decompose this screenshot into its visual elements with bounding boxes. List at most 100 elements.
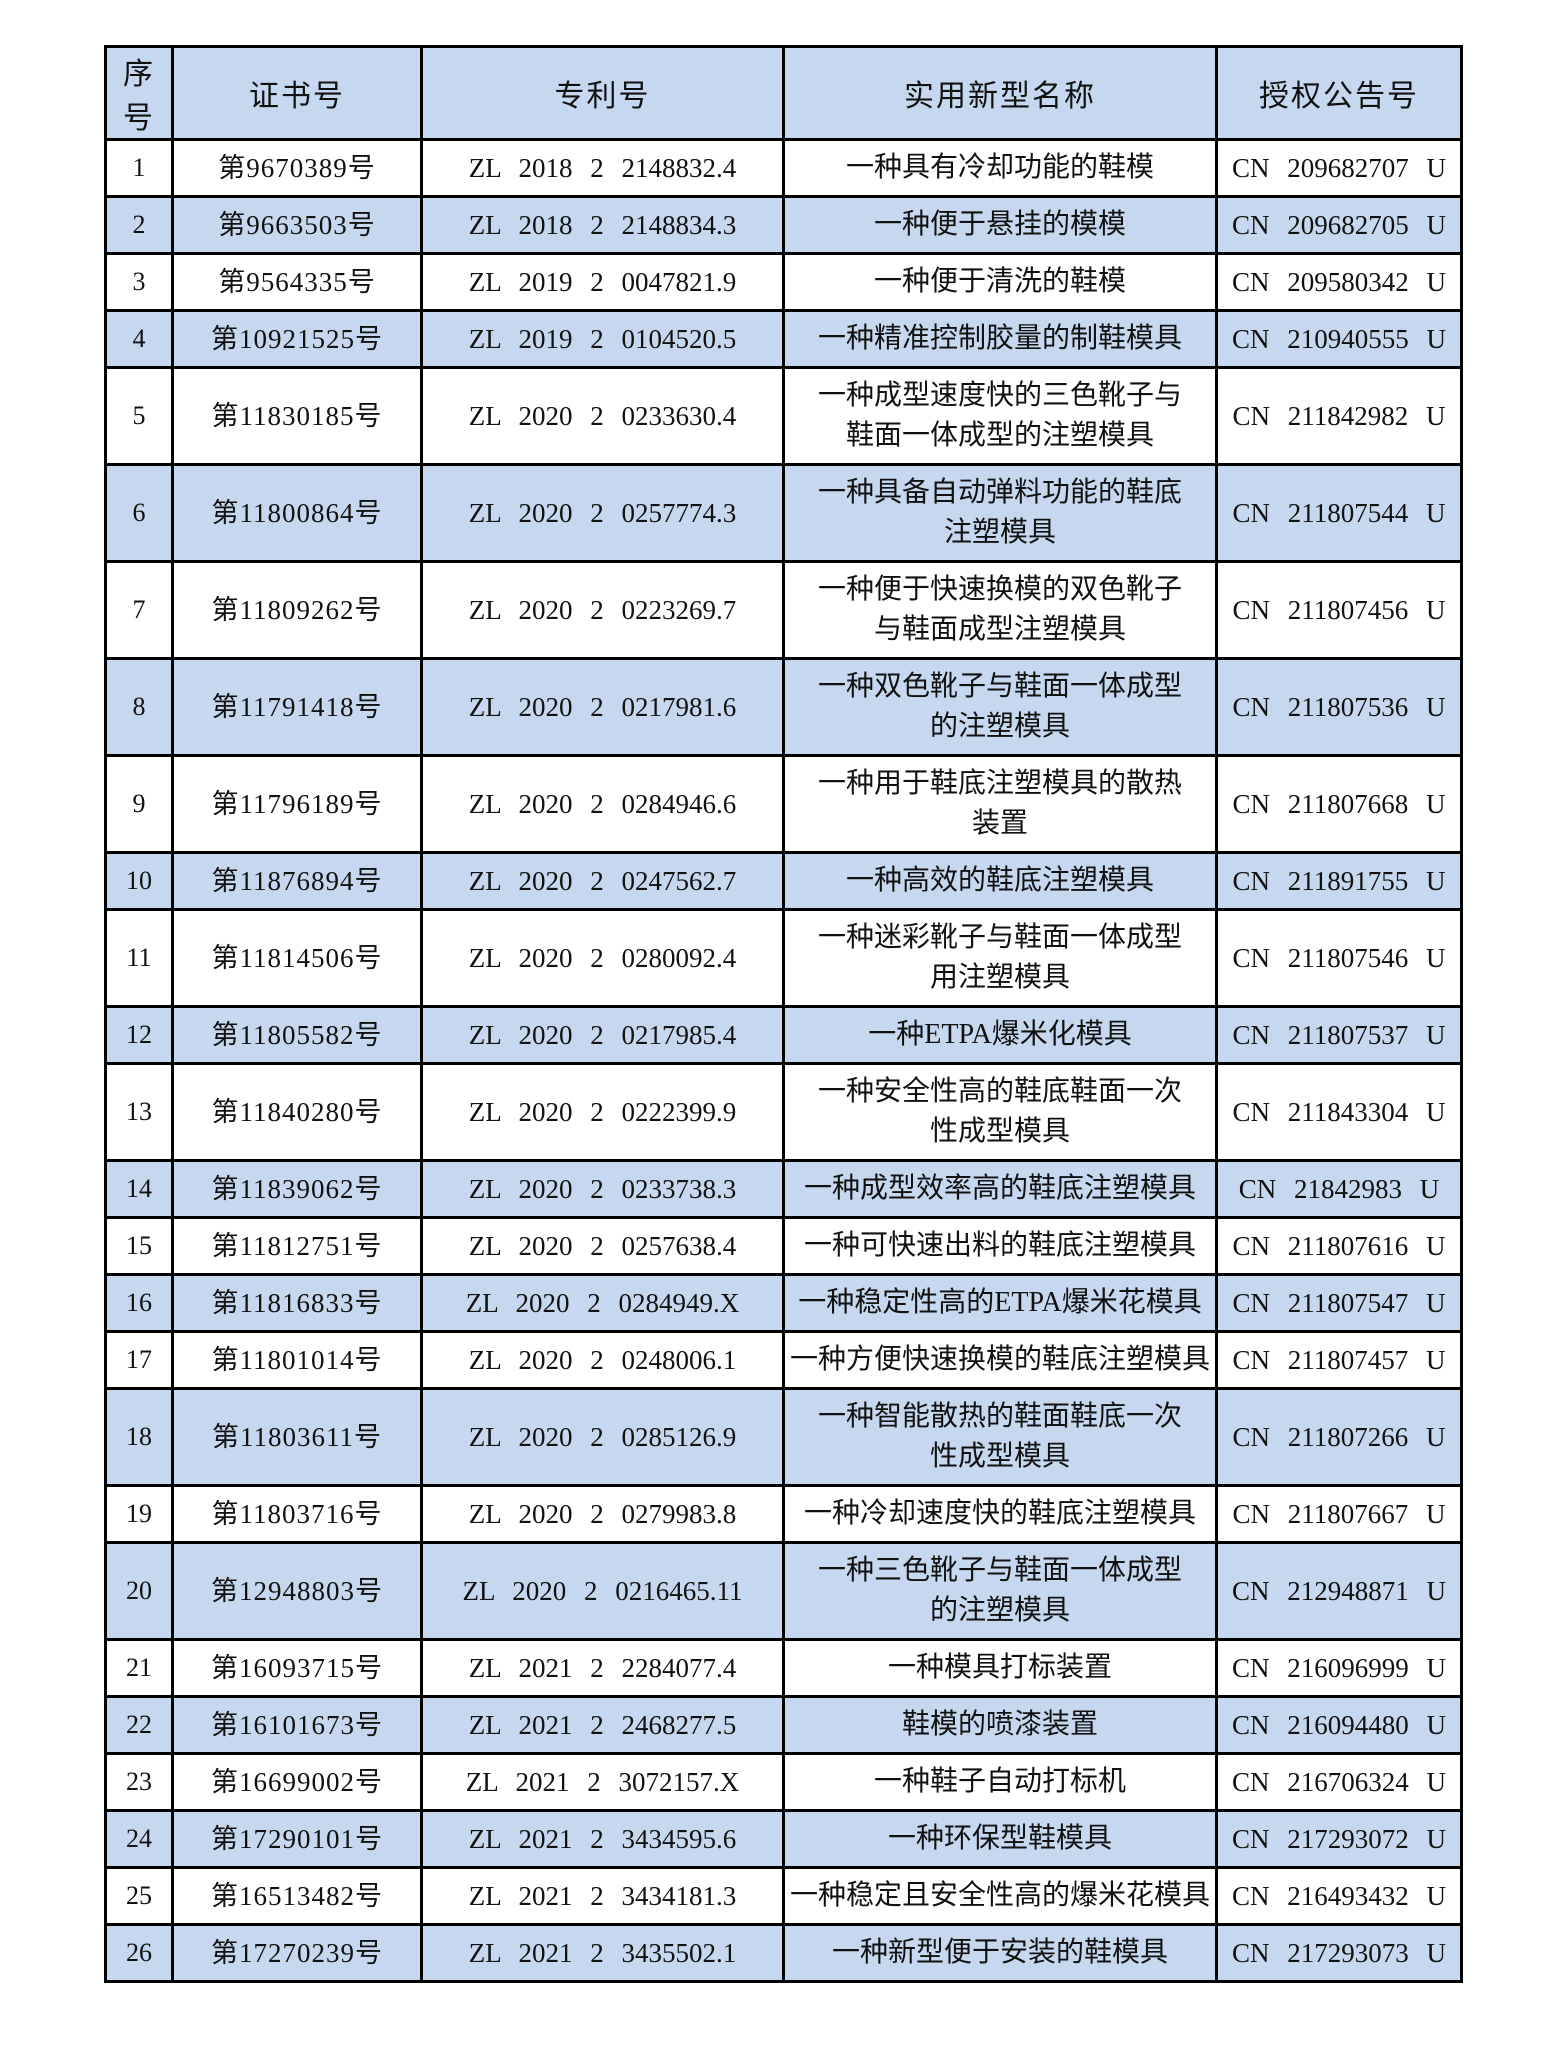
cell-name: 一种安全性高的鞋底鞋面一次 性成型模具 xyxy=(782,1062,1218,1162)
cell-cert: 第11840280号 xyxy=(171,1062,423,1162)
header-cell-no: 序号 xyxy=(104,45,174,141)
cell-no: 14 xyxy=(104,1159,174,1219)
cell-patent: ZL 2020 2 0217981.6 xyxy=(420,657,785,757)
cell-cn: CN 211807456 U xyxy=(1215,560,1463,660)
cell-name: 一种具有冷却功能的鞋模 xyxy=(782,138,1218,198)
cell-cn: CN 217293072 U xyxy=(1215,1809,1463,1869)
cell-patent: ZL 2021 2 3434181.3 xyxy=(420,1866,785,1926)
cell-cn: CN 211891755 U xyxy=(1215,851,1463,911)
cell-no: 3 xyxy=(104,252,174,312)
cell-cn: CN 211807544 U xyxy=(1215,463,1463,563)
header-row: 序号 证书号 专利号 实用新型名称 授权公告号 xyxy=(104,45,1463,141)
cell-cert: 第10921525号 xyxy=(171,309,423,369)
table-row: 10 第11876894号 ZL 2020 2 0247562.7 一种高效的鞋底注塑… xyxy=(104,851,1463,911)
table-row: 9 第11796189号 ZL 2020 2 0284946.6 一种用于鞋底注塑模具… xyxy=(104,754,1463,854)
cell-patent: ZL 2021 2 3435502.1 xyxy=(420,1923,785,1983)
cell-cert: 第17270239号 xyxy=(171,1923,423,1983)
table-row: 19 第11803716号 ZL 2020 2 0279983.8 一种冷却速度快的鞋… xyxy=(104,1484,1463,1544)
cell-cn: CN 211807537 U xyxy=(1215,1005,1463,1065)
table-row: 23 第16699002号 ZL 2021 2 3072157.X 一种鞋子自动打标机… xyxy=(104,1752,1463,1812)
cell-name: 一种用于鞋底注塑模具的散热 装置 xyxy=(782,754,1218,854)
table-row: 18 第11803611号 ZL 2020 2 0285126.9 一种智能散热的鞋面… xyxy=(104,1387,1463,1487)
cell-patent: ZL 2020 2 0222399.9 xyxy=(420,1062,785,1162)
cell-patent: ZL 2019 2 0047821.9 xyxy=(420,252,785,312)
cell-cert: 第9663503号 xyxy=(171,195,423,255)
cell-cert: 第16513482号 xyxy=(171,1866,423,1926)
cell-no: 18 xyxy=(104,1387,174,1487)
cell-name: 一种成型速度快的三色靴子与 鞋面一体成型的注塑模具 xyxy=(782,366,1218,466)
cell-cert: 第11796189号 xyxy=(171,754,423,854)
cell-no: 23 xyxy=(104,1752,174,1812)
table-row: 2 第9663503号 ZL 2018 2 2148834.3 一种便于悬挂的模模 CN… xyxy=(104,195,1463,255)
cell-patent: ZL 2021 2 2468277.5 xyxy=(420,1695,785,1755)
header-cell-cn: 授权公告号 xyxy=(1215,45,1463,141)
cell-cert: 第11812751号 xyxy=(171,1216,423,1276)
table-header: 序号 证书号 专利号 实用新型名称 授权公告号 xyxy=(104,45,1463,141)
cell-cert: 第11814506号 xyxy=(171,908,423,1008)
cell-no: 9 xyxy=(104,754,174,854)
cell-no: 13 xyxy=(104,1062,174,1162)
cell-patent: ZL 2018 2 2148834.3 xyxy=(420,195,785,255)
cell-cn: CN 211807667 U xyxy=(1215,1484,1463,1544)
cell-name: 一种冷却速度快的鞋底注塑模具 xyxy=(782,1484,1218,1544)
cell-name: 一种模具打标装置 xyxy=(782,1638,1218,1698)
cell-cn: CN 211843304 U xyxy=(1215,1062,1463,1162)
cell-name: 一种鞋子自动打标机 xyxy=(782,1752,1218,1812)
cell-name: 一种方便快速换模的鞋底注塑模具 xyxy=(782,1330,1218,1390)
cell-no: 24 xyxy=(104,1809,174,1869)
cell-patent: ZL 2020 2 0223269.7 xyxy=(420,560,785,660)
cell-cert: 第16093715号 xyxy=(171,1638,423,1698)
cell-cert: 第11803611号 xyxy=(171,1387,423,1487)
cell-cert: 第9564335号 xyxy=(171,252,423,312)
cell-patent: ZL 2020 2 0280092.4 xyxy=(420,908,785,1008)
table-row: 25 第16513482号 ZL 2021 2 3434181.3 一种稳定且安全性高… xyxy=(104,1866,1463,1926)
table-row: 20 第12948803号 ZL 2020 2 0216465.11 一种三色靴子与鞋… xyxy=(104,1541,1463,1641)
cell-patent: ZL 2020 2 0248006.1 xyxy=(420,1330,785,1390)
cell-patent: ZL 2021 2 2284077.4 xyxy=(420,1638,785,1698)
cell-cn: CN 217293073 U xyxy=(1215,1923,1463,1983)
header-cell-cert: 证书号 xyxy=(171,45,423,141)
cell-name: 一种三色靴子与鞋面一体成型 的注塑模具 xyxy=(782,1541,1218,1641)
header-cell-patent: 专利号 xyxy=(420,45,785,141)
cell-patent: ZL 2020 2 0217985.4 xyxy=(420,1005,785,1065)
cell-cn: CN 212948871 U xyxy=(1215,1541,1463,1641)
cell-name: 一种新型便于安装的鞋模具 xyxy=(782,1923,1218,1983)
cell-cn: CN 216706324 U xyxy=(1215,1752,1463,1812)
cell-cn: CN 216096999 U xyxy=(1215,1638,1463,1698)
cell-patent: ZL 2018 2 2148832.4 xyxy=(420,138,785,198)
cell-cn: CN 211807616 U xyxy=(1215,1216,1463,1276)
cell-cert: 第11800864号 xyxy=(171,463,423,563)
cell-name: 一种便于快速换模的双色靴子 与鞋面成型注塑模具 xyxy=(782,560,1218,660)
table-row: 17 第11801014号 ZL 2020 2 0248006.1 一种方便快速换模的… xyxy=(104,1330,1463,1390)
cell-name: 一种双色靴子与鞋面一体成型 的注塑模具 xyxy=(782,657,1218,757)
cell-patent: ZL 2020 2 0284946.6 xyxy=(420,754,785,854)
table-row: 11 第11814506号 ZL 2020 2 0280092.4 一种迷彩靴子与鞋面… xyxy=(104,908,1463,1008)
cell-no: 6 xyxy=(104,463,174,563)
cell-cert: 第16101673号 xyxy=(171,1695,423,1755)
cell-name: 鞋模的喷漆装置 xyxy=(782,1695,1218,1755)
cell-name: 一种成型效率高的鞋底注塑模具 xyxy=(782,1159,1218,1219)
cell-cert: 第11805582号 xyxy=(171,1005,423,1065)
cell-name: 一种可快速出料的鞋底注塑模具 xyxy=(782,1216,1218,1276)
cell-patent: ZL 2020 2 0233630.4 xyxy=(420,366,785,466)
cell-cn: CN 216094480 U xyxy=(1215,1695,1463,1755)
cell-cn: CN 210940555 U xyxy=(1215,309,1463,369)
cell-patent: ZL 2020 2 0247562.7 xyxy=(420,851,785,911)
cell-cert: 第11830185号 xyxy=(171,366,423,466)
cell-name: 一种精准控制胶量的制鞋模具 xyxy=(782,309,1218,369)
cell-no: 26 xyxy=(104,1923,174,1983)
cell-patent: ZL 2020 2 0233738.3 xyxy=(420,1159,785,1219)
cell-no: 17 xyxy=(104,1330,174,1390)
table-row: 26 第17270239号 ZL 2021 2 3435502.1 一种新型便于安装的… xyxy=(104,1923,1463,1983)
table-row: 22 第16101673号 ZL 2021 2 2468277.5 鞋模的喷漆装置 CN… xyxy=(104,1695,1463,1755)
cell-patent: ZL 2020 2 0216465.11 xyxy=(420,1541,785,1641)
cell-cn: CN 211807266 U xyxy=(1215,1387,1463,1487)
cell-cert: 第11839062号 xyxy=(171,1159,423,1219)
cell-cn: CN 209682707 U xyxy=(1215,138,1463,198)
cell-cert: 第11803716号 xyxy=(171,1484,423,1544)
cell-cn: CN 211807536 U xyxy=(1215,657,1463,757)
table-row: 7 第11809262号 ZL 2020 2 0223269.7 一种便于快速换模的双… xyxy=(104,560,1463,660)
cell-cert: 第12948803号 xyxy=(171,1541,423,1641)
cell-name: 一种迷彩靴子与鞋面一体成型 用注塑模具 xyxy=(782,908,1218,1008)
cell-no: 8 xyxy=(104,657,174,757)
